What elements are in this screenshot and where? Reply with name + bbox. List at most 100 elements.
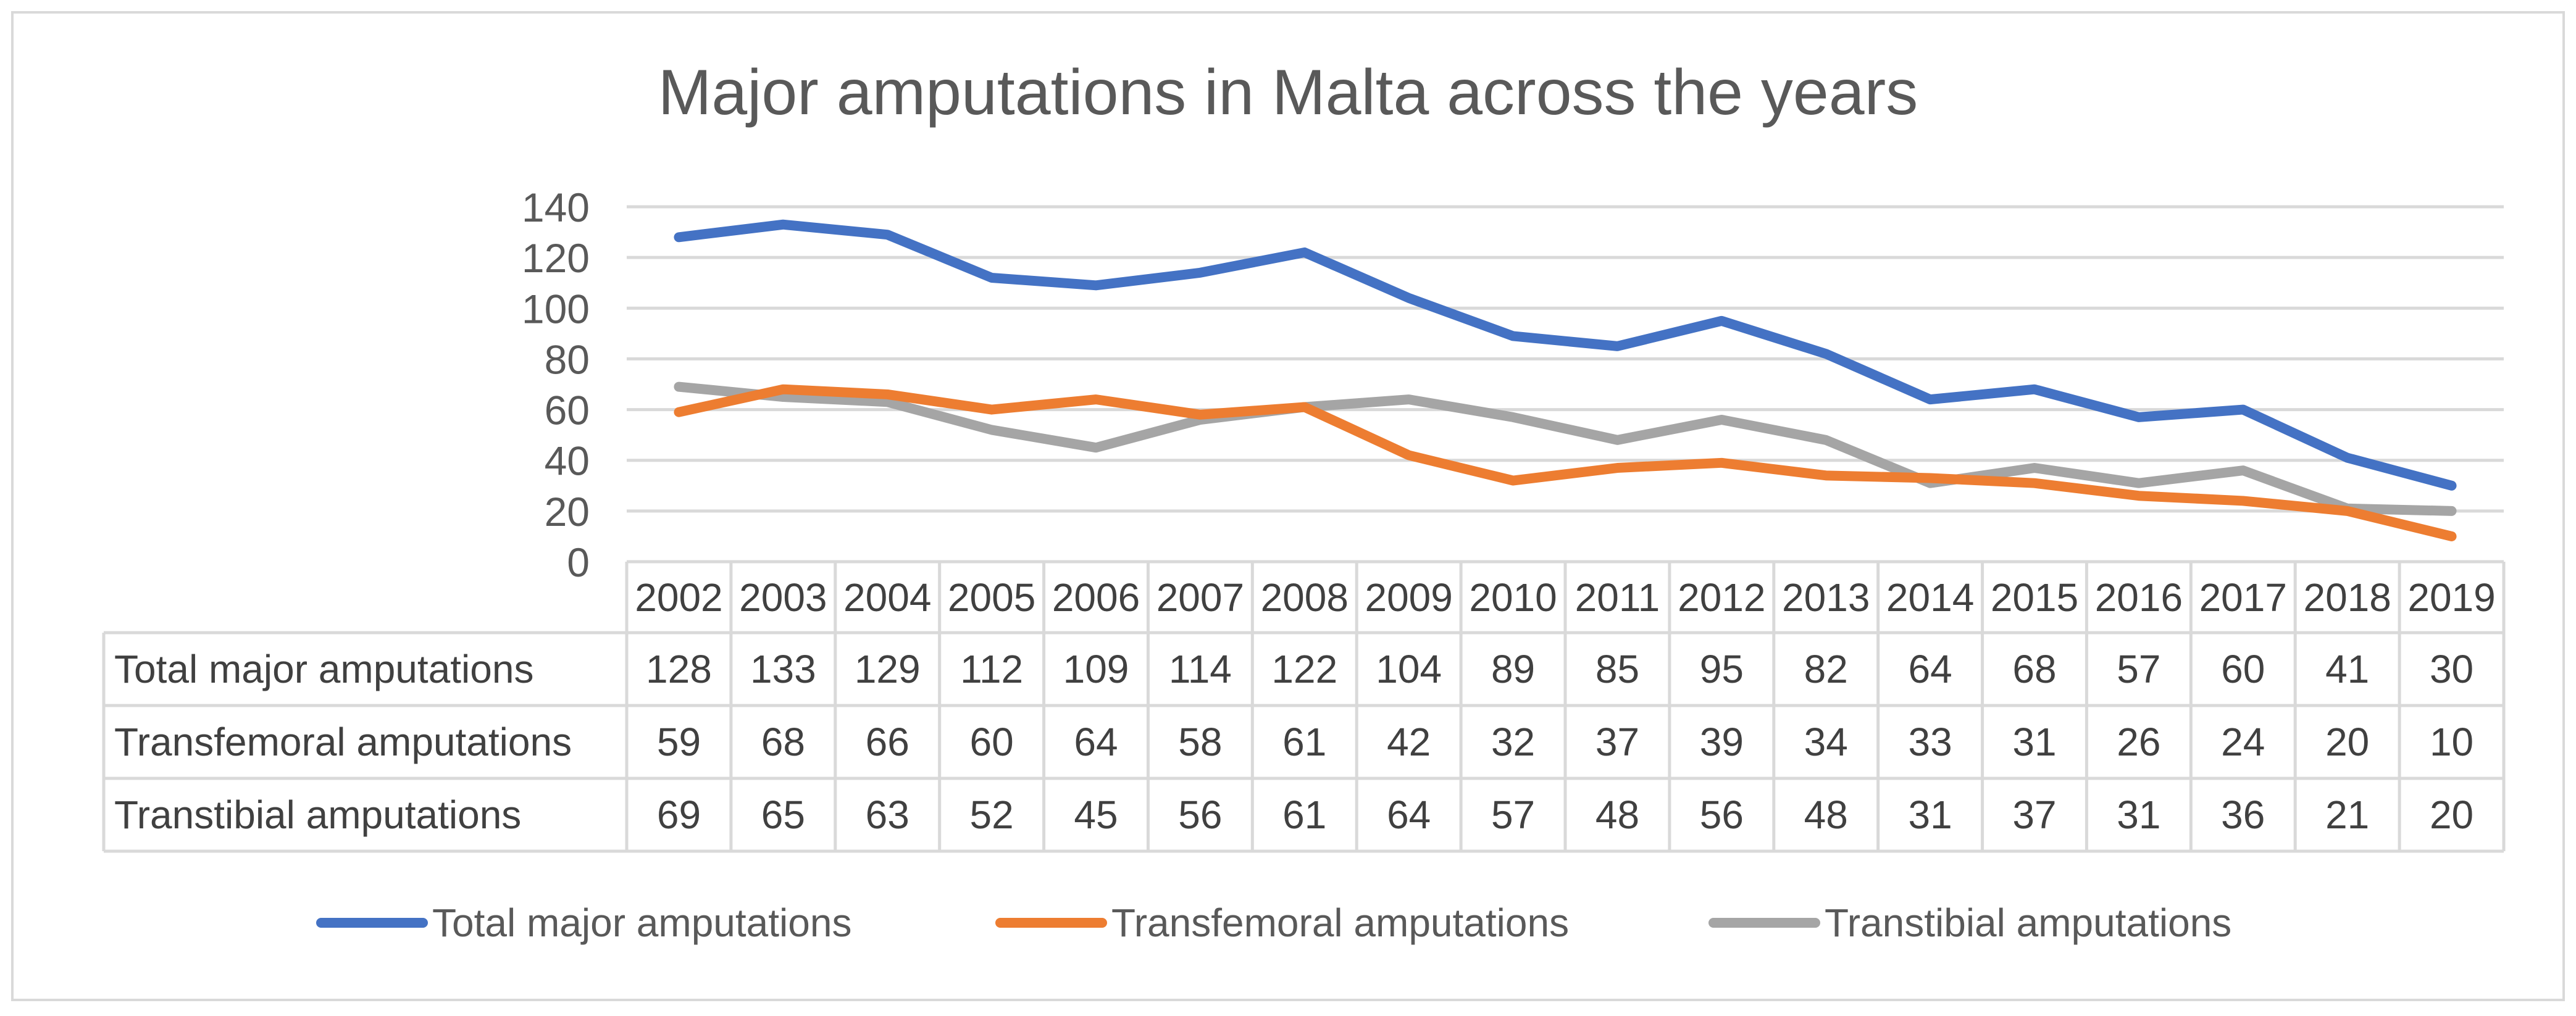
legend[interactable]: Total major amputations Transfemoral ampu… [316, 901, 2231, 945]
x-tick-label: 2019 [2407, 575, 2495, 620]
table-cell-value: 31 [2117, 793, 2160, 837]
table-cell-value: 30 [2430, 647, 2474, 691]
x-tick-label: 2013 [1782, 575, 1870, 620]
table-cell-value: 36 [2221, 793, 2265, 837]
y-tick-label: 40 [545, 438, 590, 484]
legend-item[interactable]: Total major amputations [316, 901, 851, 945]
table-cell-value: 37 [2012, 793, 2056, 837]
table-cell-value: 37 [1595, 720, 1639, 764]
y-tick-label: 120 [522, 235, 590, 281]
table-cell-value: 64 [1074, 720, 1118, 764]
table-cell-value: 95 [1700, 647, 1744, 691]
table-cell-value: 41 [2325, 647, 2369, 691]
table-cell-value: 32 [1491, 720, 1535, 764]
y-tick-label: 140 [522, 185, 590, 230]
legend-label: Transtibial amputations [1825, 901, 2231, 945]
chart-border [11, 11, 2565, 1001]
table-cell-value: 112 [960, 647, 1023, 691]
y-axis-ticks: 020 40 60 80 100 120 140 [522, 185, 590, 585]
y-tick-label: 0 [567, 539, 590, 585]
x-tick-label: 2003 [739, 575, 827, 620]
table-cell-value: 114 [1169, 647, 1232, 691]
chart-title: Major amputations in Malta across the ye… [658, 57, 1918, 128]
table-cell-value: 24 [2221, 720, 2265, 764]
table-cell-value: 60 [970, 720, 1014, 764]
table-cell-value: 39 [1700, 720, 1744, 764]
y-tick-label: 60 [545, 388, 590, 433]
y-tick-label: 20 [545, 489, 590, 535]
x-tick-label: 2011 [1575, 575, 1660, 620]
table-row-label: Transtibial amputations [114, 793, 521, 837]
table-cell-value: 45 [1074, 793, 1118, 837]
series-line-transfemoral-amputations [674, 384, 2457, 541]
table-cell-value: 128 [646, 647, 712, 691]
table-cell-value: 48 [1804, 793, 1848, 837]
table-cell-value: 57 [2117, 647, 2160, 691]
series-line-transtibial-amputations [674, 381, 2457, 516]
legend-label: Total major amputations [432, 901, 851, 945]
table-cell-value: 68 [761, 720, 805, 764]
legend-label: Transfemoral amputations [1111, 901, 1569, 945]
x-tick-label: 2015 [1991, 575, 2078, 620]
table-cell-value: 66 [866, 720, 910, 764]
table-cell-value: 60 [2221, 647, 2265, 691]
table-cell-value: 68 [2012, 647, 2056, 691]
table-cell-value: 42 [1387, 720, 1431, 764]
series-line-total-major-amputations [674, 219, 2457, 491]
x-tick-label: 2008 [1261, 575, 1349, 620]
x-tick-label: 2005 [948, 575, 1035, 620]
x-tick-label: 2006 [1052, 575, 1140, 620]
table-cell-value: 21 [2325, 793, 2369, 837]
table-cell-value: 20 [2325, 720, 2369, 764]
table-cell-value: 48 [1595, 793, 1639, 837]
legend-item[interactable]: Transtibial amputations [1708, 901, 2231, 945]
table-cell-value: 20 [2430, 793, 2474, 837]
table-cell-value: 64 [1387, 793, 1431, 837]
legend-item[interactable]: Transfemoral amputations [995, 901, 1569, 945]
x-tick-label: 2014 [1886, 575, 1974, 620]
table-cell-value: 58 [1178, 720, 1222, 764]
table-cell-value: 10 [2430, 720, 2474, 764]
table-cell-value: 65 [761, 793, 805, 837]
table-cell-value: 31 [2012, 720, 2056, 764]
x-tick-label: 2004 [843, 575, 931, 620]
x-tick-label: 2018 [2303, 575, 2391, 620]
gridlines [627, 205, 2504, 513]
table-cell-value: 129 [855, 647, 921, 691]
series-lines [674, 219, 2457, 541]
table-cell-value: 57 [1491, 793, 1535, 837]
y-tick-label: 80 [545, 336, 590, 382]
x-tick-label: 2017 [2199, 575, 2287, 620]
table-cell-value: 59 [657, 720, 701, 764]
table-row-label: Transfemoral amputations [114, 720, 572, 764]
table-cell-value: 61 [1282, 793, 1326, 837]
x-tick-label: 2009 [1365, 575, 1452, 620]
table-cell-value: 133 [750, 647, 816, 691]
table-cell-value: 89 [1491, 647, 1535, 691]
x-tick-label: 2010 [1469, 575, 1557, 620]
table-cell-value: 63 [866, 793, 910, 837]
table-cell-value: 69 [657, 793, 701, 837]
x-tick-label: 2002 [635, 575, 722, 620]
table-cell-value: 56 [1700, 793, 1744, 837]
data-table: 2002 2003 2004 2005 2006 2007 2008 2009 2010 2011… [102, 560, 2506, 853]
table-cell-value: 33 [1909, 720, 1952, 764]
table-cell-value: 26 [2117, 720, 2160, 764]
table-cell-value: 61 [1282, 720, 1326, 764]
table-row-label: Total major amputations [114, 647, 533, 691]
table-cell-value: 122 [1271, 647, 1337, 691]
x-tick-label: 2016 [2095, 575, 2183, 620]
table-cell-value: 85 [1595, 647, 1639, 691]
table-cell-value: 31 [1909, 793, 1952, 837]
table-cell-value: 56 [1178, 793, 1222, 837]
table-cell-value: 52 [970, 793, 1014, 837]
y-tick-label: 100 [522, 286, 590, 331]
x-tick-label: 2012 [1678, 575, 1765, 620]
table-cell-value: 82 [1804, 647, 1848, 691]
table-cell-value: 64 [1909, 647, 1952, 691]
table-cell-value: 109 [1063, 647, 1129, 691]
table-cell-value: 104 [1376, 647, 1442, 691]
x-tick-label: 2007 [1156, 575, 1244, 620]
